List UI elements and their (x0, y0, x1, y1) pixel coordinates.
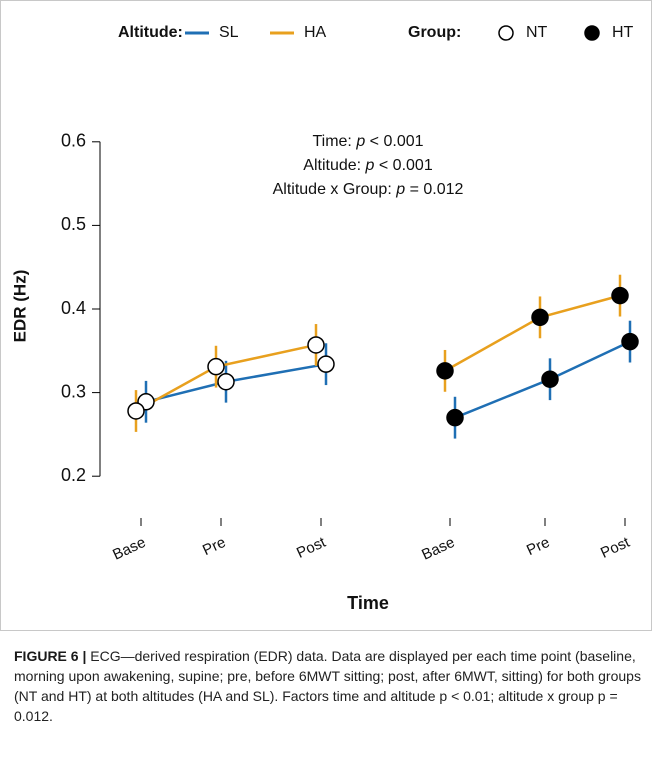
x-tick-label: Base (419, 534, 457, 564)
legend-label: NT (526, 24, 548, 41)
legend-swatch (498, 25, 514, 41)
legend-title: Altitude: (118, 24, 183, 41)
annotation-part: p (365, 157, 375, 174)
data-point (436, 362, 454, 380)
y-tick-label: 0.4 (61, 298, 86, 318)
caption-text: ECG—derived respiration (EDR) data. Data… (14, 648, 641, 724)
data-point (446, 408, 464, 427)
annotation: Altitude x Group: p = 0.012 (273, 181, 464, 198)
legend-label: HA (304, 24, 327, 41)
series-line (145, 362, 327, 404)
y-tick-label: 0.6 (61, 131, 86, 151)
x-tick-label: Post (294, 533, 329, 561)
y-tick-label: 0.2 (61, 465, 86, 485)
y-tick-label: 0.5 (61, 214, 86, 234)
legend-swatch (584, 25, 600, 41)
data-point (611, 286, 629, 305)
annotation: Altitude: p < 0.001 (303, 157, 433, 174)
y-axis-label: EDR (Hz) (10, 270, 29, 343)
data-point (541, 370, 559, 388)
data-point (531, 308, 549, 327)
data-point (307, 336, 325, 354)
annotation-part: < 0.001 (374, 157, 432, 174)
data-point (207, 357, 225, 376)
caption-label: FIGURE 6 | (14, 648, 87, 664)
caption: FIGURE 6 | ECG—derived respiration (EDR)… (14, 646, 642, 726)
data-point (217, 372, 235, 391)
data-point (127, 402, 145, 420)
frame (0, 0, 652, 631)
legend-label: SL (219, 24, 239, 41)
annotation-part: Altitude: (303, 157, 365, 174)
annotation-part: Altitude x Group: (273, 181, 397, 198)
y-tick-label: 0.3 (61, 381, 86, 401)
annotation-part: p (355, 133, 365, 150)
annotation-part: = 0.012 (405, 181, 463, 198)
annotation-part: Time: (312, 133, 356, 150)
data-point (621, 332, 639, 351)
x-axis-label: Time (347, 593, 389, 613)
legend-title: Group: (408, 24, 461, 41)
data-point (317, 355, 335, 373)
legend-label: HT (612, 24, 634, 41)
x-tick-label: Pre (200, 534, 228, 559)
annotation-part: < 0.001 (365, 133, 423, 150)
annotation: Time: p < 0.001 (312, 133, 423, 150)
x-tick-label: Post (598, 533, 633, 561)
x-tick-label: Pre (524, 534, 552, 559)
chart: EDR (Hz) Time 0.2 0.3 0.4 0.5 0.6 Base Pre Post… (0, 0, 652, 631)
x-tick-label: Base (110, 534, 148, 564)
annotation-part: p (395, 181, 405, 198)
